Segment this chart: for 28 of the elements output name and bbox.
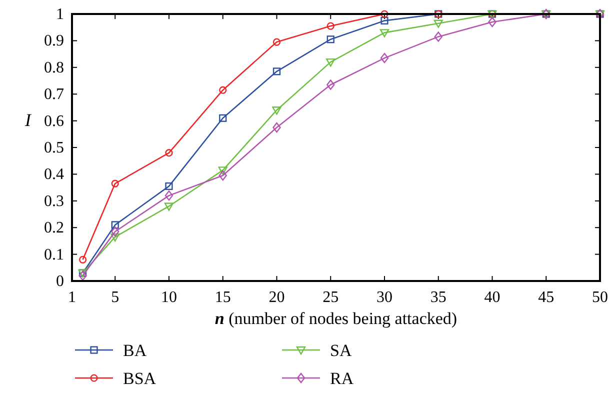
x-tick-label: 45 [538,289,554,306]
y-tick-label: 0.3 [44,192,64,210]
y-tick-label: 0.1 [44,246,64,264]
x-tick-label: 50 [592,289,608,306]
y-tick-label: 0.4 [44,166,64,184]
y-tick-label: 0.9 [44,32,64,50]
y-tick-label: 1 [56,6,64,23]
y-tick-label: 0.2 [44,220,64,237]
x-tick-label: 15 [214,289,231,306]
y-tick-label: 0.7 [44,86,64,104]
x-axis-title: n (number of nodes being attacked) [214,309,458,328]
x-tick-label: 10 [160,289,177,306]
legend-label: SA [330,341,352,360]
x-tick-label: 30 [376,289,392,306]
legend-label: BA [123,341,148,360]
x-tick-label: 20 [268,289,285,306]
x-tick-label: 25 [322,289,339,306]
y-tick-label: 0.8 [44,59,64,76]
x-tick-label: 1 [68,289,76,306]
y-tick-label: 0 [56,273,64,290]
legend-label: RA [330,369,354,388]
x-tick-label: 35 [430,289,446,306]
x-tick-label: 40 [484,289,500,306]
y-axis-title: I [24,110,32,130]
y-tick-label: 0.6 [44,112,64,130]
legend-label: BSA [123,369,157,388]
y-tick-label: 0.5 [44,140,64,156]
x-tick-label: 5 [111,289,120,306]
